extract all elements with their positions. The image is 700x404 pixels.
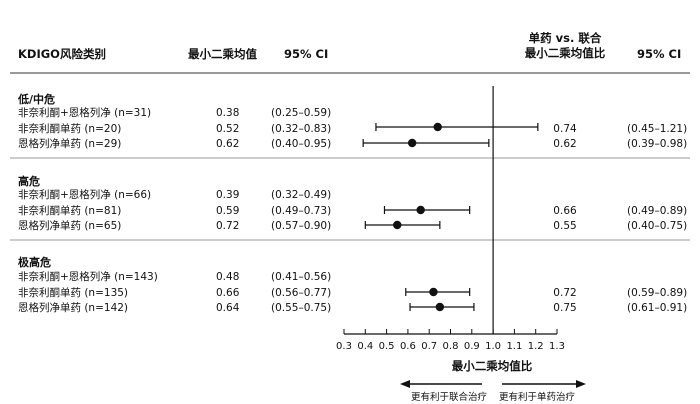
row-ratio: 0.66 bbox=[553, 205, 577, 217]
x-tick-label: 0.9 bbox=[464, 341, 480, 352]
row-label: 恩格列净单药 (n=29) bbox=[18, 137, 121, 150]
row-ci: (0.56–0.77) bbox=[271, 287, 331, 299]
row-lsm: 0.64 bbox=[216, 302, 240, 314]
header-category: KDIGO风险类别 bbox=[18, 47, 106, 61]
row-lsm: 0.59 bbox=[216, 205, 239, 217]
x-tick-label: 0.4 bbox=[357, 341, 373, 352]
group-title: 高危 bbox=[18, 174, 40, 188]
estimate-point bbox=[429, 287, 438, 297]
row-lsm: 0.62 bbox=[216, 138, 239, 150]
row-label: 恩格列净单药 (n=142) bbox=[18, 301, 128, 314]
estimate-point bbox=[435, 302, 445, 312]
x-tick-label: 0.8 bbox=[443, 341, 459, 352]
estimate-point bbox=[433, 122, 442, 132]
header-ratio-line2: 最小二乘均值比 bbox=[525, 46, 606, 60]
row-ratio-ci: (0.61–0.91) bbox=[627, 302, 687, 314]
x-tick-label: 1.3 bbox=[549, 341, 565, 352]
favors-right-arrowhead bbox=[576, 380, 586, 388]
row-label: 非奈利酮单药 (n=135) bbox=[18, 286, 128, 299]
favors-left-label: 更有利于联合治疗 bbox=[411, 391, 488, 403]
x-axis-label: 最小二乘均值比 bbox=[452, 359, 533, 373]
row-ci: (0.57–0.90) bbox=[271, 220, 331, 232]
row-ratio: 0.72 bbox=[553, 287, 576, 299]
estimate-point bbox=[393, 220, 402, 230]
favors-left-arrowhead bbox=[400, 380, 410, 388]
row-ratio-ci: (0.49–0.89) bbox=[627, 205, 687, 217]
header-ratio-line1: 单药 vs. 联合 bbox=[529, 31, 602, 45]
row-lsm: 0.72 bbox=[216, 220, 239, 232]
row-ratio-ci: (0.45–1.21) bbox=[627, 123, 687, 135]
row-ratio-ci: (0.59–0.89) bbox=[627, 287, 687, 299]
row-ci: (0.40–0.95) bbox=[271, 138, 331, 150]
estimate-point bbox=[407, 138, 417, 148]
x-tick-label: 1.1 bbox=[506, 341, 522, 352]
row-ci: (0.32–0.83) bbox=[271, 123, 331, 135]
row-ci: (0.32–0.49) bbox=[271, 189, 331, 201]
row-label: 非奈利酮+恩格列净 (n=143) bbox=[18, 270, 158, 283]
plot-marks: 0.3 0.4 0.5 0.6 0.7 0.8 0.9 1.0 1.1 1.2 1.3 bbox=[336, 86, 565, 352]
favors-right-label: 更有利于单药治疗 bbox=[499, 391, 576, 403]
row-lsm: 0.66 bbox=[216, 287, 240, 299]
row-ci: (0.25–0.59) bbox=[271, 107, 331, 119]
header-lsm: 最小二乘均值 bbox=[188, 47, 257, 61]
group-title: 极高危 bbox=[18, 255, 51, 269]
x-tick-label: 1.0 bbox=[485, 341, 501, 352]
row-ratio: 0.74 bbox=[553, 123, 577, 135]
x-tick-label: 0.7 bbox=[421, 341, 437, 352]
row-lsm: 0.52 bbox=[216, 123, 239, 135]
x-tick-label: 0.5 bbox=[379, 341, 395, 352]
header-ci: 95% CI bbox=[284, 47, 328, 61]
row-ratio-ci: (0.39–0.98) bbox=[627, 138, 687, 150]
row-label: 非奈利酮+恩格列净 (n=66) bbox=[18, 188, 151, 201]
row-lsm: 0.39 bbox=[216, 189, 239, 201]
row-label: 非奈利酮+恩格列净 (n=31) bbox=[18, 106, 151, 119]
estimate-point bbox=[416, 205, 425, 215]
row-label: 非奈利酮单药 (n=20) bbox=[18, 122, 121, 135]
row-ratio-ci: (0.40–0.75) bbox=[627, 220, 687, 232]
header-ratio-ci: 95% CI bbox=[637, 47, 681, 61]
group-title: 低/中危 bbox=[17, 92, 55, 106]
row-ci: (0.55–0.75) bbox=[271, 302, 331, 314]
row-lsm: 0.48 bbox=[216, 271, 239, 283]
row-ratio: 0.55 bbox=[553, 220, 576, 232]
row-ratio: 0.75 bbox=[553, 302, 576, 314]
x-tick-label: 0.6 bbox=[400, 341, 416, 352]
row-lsm: 0.38 bbox=[216, 107, 239, 119]
row-ratio: 0.62 bbox=[553, 138, 576, 150]
x-tick-label: 1.2 bbox=[528, 341, 544, 352]
row-ci: (0.41–0.56) bbox=[271, 271, 331, 283]
row-ci: (0.49–0.73) bbox=[271, 205, 331, 217]
x-tick-label: 0.3 bbox=[336, 341, 352, 352]
row-label: 非奈利酮单药 (n=81) bbox=[18, 204, 121, 217]
row-label: 恩格列净单药 (n=65) bbox=[18, 219, 121, 232]
